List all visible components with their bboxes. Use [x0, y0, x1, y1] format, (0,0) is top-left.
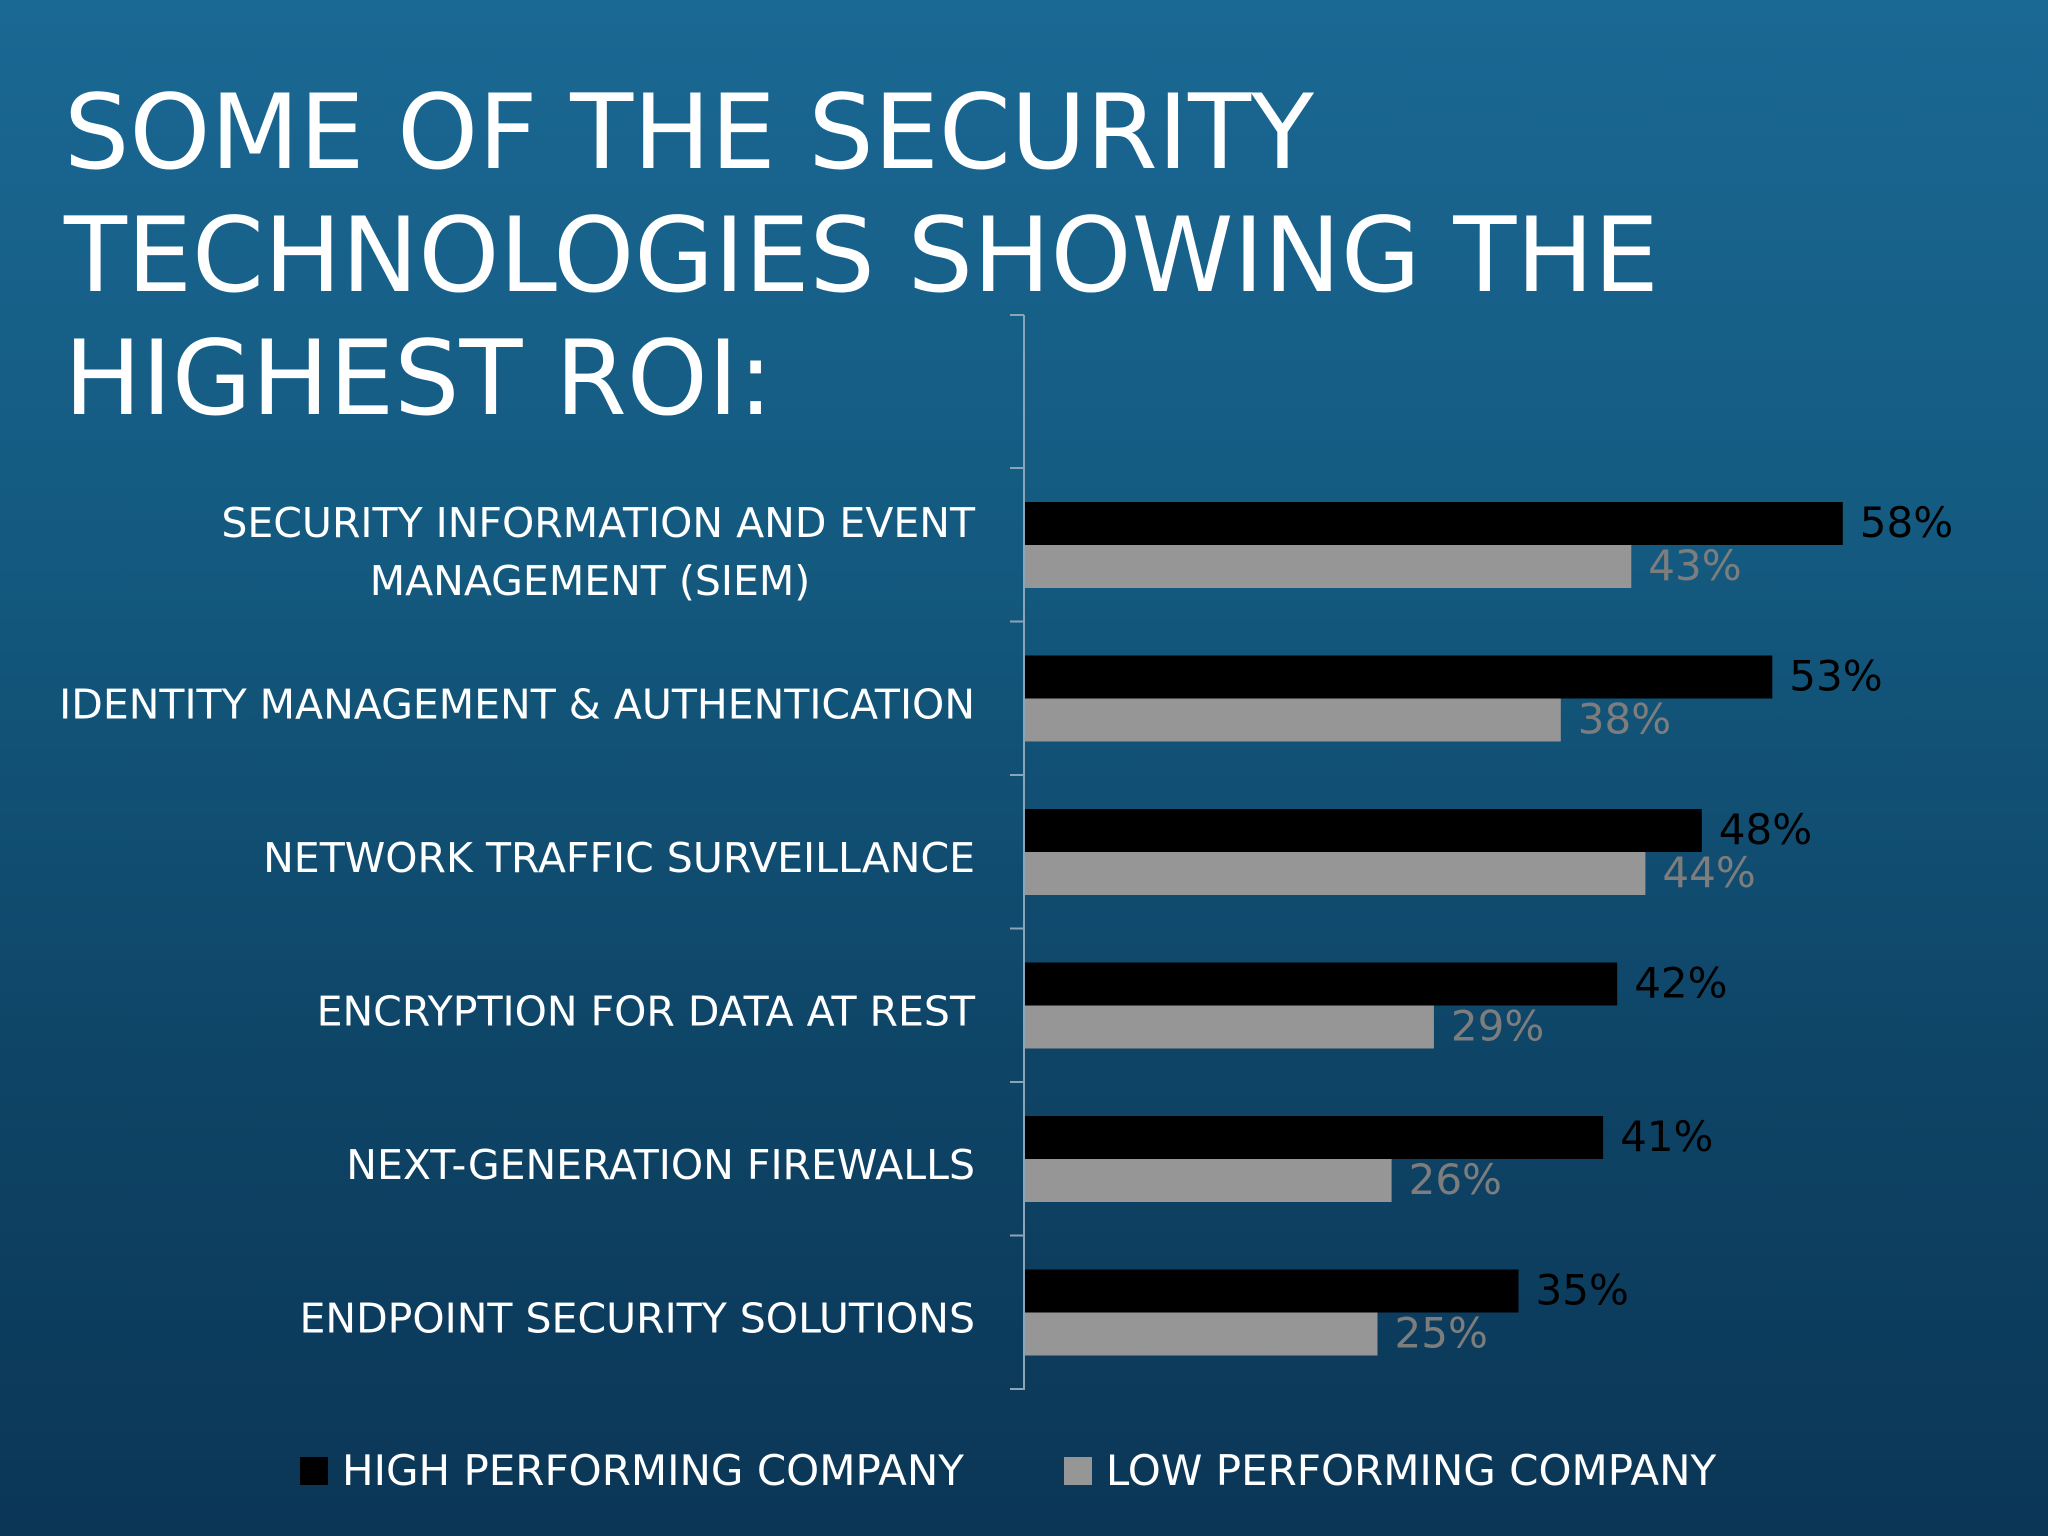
bar-low: [1025, 698, 1561, 742]
bar-low: [1025, 852, 1646, 895]
legend-label-low: LOW PERFORMING COMPANY: [1105, 1446, 1717, 1495]
data-label-low: 26%: [1409, 1155, 1502, 1204]
data-label-low: 43%: [1648, 541, 1741, 590]
data-label-high: 42%: [1634, 959, 1727, 1008]
data-label-low: 44%: [1662, 848, 1755, 897]
category-label: NETWORK TRAFFIC SURVEILLANCE: [263, 834, 975, 882]
category-label: SECURITY INFORMATION AND EVENT: [221, 499, 976, 547]
bar-high: [1025, 809, 1702, 852]
data-label-high: 41%: [1620, 1112, 1713, 1161]
bar-high: [1025, 502, 1843, 545]
chart-legend: HIGH PERFORMING COMPANY LOW PERFORMING C…: [300, 1446, 1816, 1495]
title-line: HIGHEST ROI:: [64, 319, 773, 439]
bar-low: [1025, 1159, 1392, 1202]
bar-high: [1025, 655, 1773, 699]
bar-high: [1025, 962, 1618, 1006]
category-label: MANAGEMENT (SIEM): [370, 557, 811, 605]
legend-item-high: HIGH PERFORMING COMPANY: [300, 1446, 964, 1495]
page-title: SOME OF THE SECURITY TECHNOLOGIES SHOWIN…: [64, 72, 1659, 441]
title-line: TECHNOLOGIES SHOWING THE: [64, 196, 1659, 316]
title-line: SOME OF THE SECURITY: [64, 73, 1314, 193]
data-label-low: 25%: [1395, 1309, 1488, 1358]
legend-swatch-low: [1063, 1456, 1092, 1485]
data-label-high: 35%: [1536, 1266, 1629, 1315]
bar-low: [1025, 1312, 1378, 1356]
category-label: ENCRYPTION FOR DATA AT REST: [317, 987, 976, 1035]
bar-low: [1025, 1005, 1434, 1049]
data-label-low: 38%: [1578, 695, 1671, 744]
data-label-low: 29%: [1451, 1002, 1544, 1051]
data-label-high: 58%: [1860, 498, 1953, 547]
category-label: NEXT-GENERATION FIREWALLS: [346, 1141, 975, 1189]
legend-swatch-high: [300, 1456, 328, 1485]
bar-high: [1025, 1116, 1604, 1159]
bar-low: [1025, 545, 1632, 588]
data-label-high: 53%: [1789, 652, 1882, 701]
bar-high: [1025, 1269, 1519, 1313]
data-label-high: 48%: [1719, 805, 1812, 854]
legend-item-low: LOW PERFORMING COMPANY: [1063, 1446, 1717, 1495]
legend-label-high: HIGH PERFORMING COMPANY: [342, 1446, 964, 1495]
category-label: ENDPOINT SECURITY SOLUTIONS: [300, 1294, 975, 1342]
category-label: IDENTITY MANAGEMENT & AUTHENTICATION: [59, 680, 975, 728]
